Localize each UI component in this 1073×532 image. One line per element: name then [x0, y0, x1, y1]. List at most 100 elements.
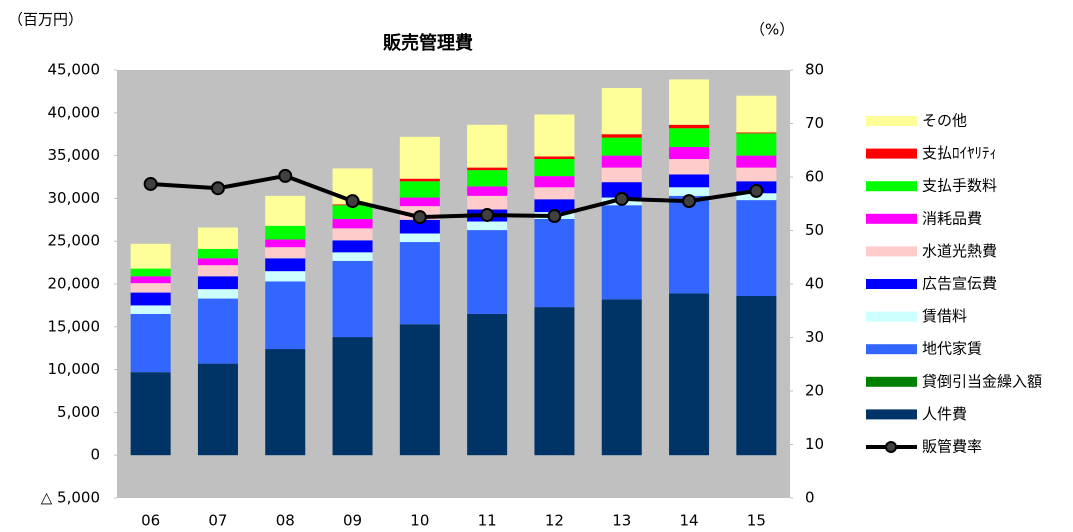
y-tick-label: 45,000 [48, 61, 101, 79]
bar-segment [265, 271, 306, 282]
bar-segment [265, 258, 306, 272]
line [150, 173, 757, 220]
bar-segment [130, 276, 171, 284]
legend-swatch [885, 441, 897, 453]
y2-tick-label: 80 [805, 61, 824, 79]
line-marker [412, 210, 427, 225]
bar-segment [332, 228, 373, 241]
bar-segment [197, 363, 238, 456]
x-tick-label: 08 [276, 512, 295, 530]
bar-segment [601, 299, 642, 456]
bar-segment [332, 260, 373, 338]
legend-swatch [866, 311, 917, 322]
bar-segment [534, 114, 575, 157]
bar-segment [601, 137, 642, 156]
x-tick-label: 09 [343, 512, 362, 530]
bar-segment [534, 176, 575, 188]
bar-segment [399, 219, 440, 234]
bar-segment [130, 243, 171, 269]
x-tick-label: 11 [478, 512, 497, 530]
legend-label: 地代家賃 [922, 340, 982, 358]
y2-tick-label: 0 [805, 489, 815, 507]
bar-segment [197, 258, 238, 266]
x-tick-label: 14 [680, 512, 699, 530]
bar-segment [130, 305, 171, 314]
y-axis-label: （百万円） [8, 11, 83, 29]
y-tick-label: 35,000 [48, 146, 101, 164]
bar-segment [130, 313, 171, 373]
bar-segment [669, 79, 710, 125]
bar-segment [332, 218, 373, 229]
legend-swatch [866, 279, 917, 289]
bar-segment [399, 324, 440, 456]
bar-segment [601, 182, 642, 198]
legend-swatch [866, 246, 917, 257]
bar-segment [736, 95, 777, 133]
y2-tick-label: 40 [805, 275, 824, 293]
bar-segment [197, 227, 238, 249]
bar-segment [736, 295, 777, 456]
bar-segment [736, 133, 777, 156]
bar-segment [534, 218, 575, 308]
y-tick-label: 5,000 [57, 403, 100, 421]
bar-segment [467, 186, 508, 196]
x-tick-label: 13 [612, 512, 631, 530]
legend-swatch [866, 181, 917, 192]
legend-label: 広告宣伝費 [922, 275, 997, 293]
y2-tick-label: 60 [805, 168, 824, 186]
y2-tick-label: 30 [805, 328, 824, 346]
y2-tick-label: 50 [805, 221, 824, 239]
bar-segment [197, 289, 238, 299]
y-tick-label: 25,000 [48, 232, 101, 250]
bar-segment [265, 281, 306, 350]
bar-segment [265, 225, 306, 240]
bar-segment [197, 265, 238, 277]
bar-segment [197, 276, 238, 290]
line-marker [547, 209, 562, 224]
legend-label: 人件費 [922, 405, 967, 423]
y-tick-label: 40,000 [48, 103, 101, 121]
bar-segment [130, 283, 171, 293]
line-marker [210, 181, 225, 196]
bar-segment [399, 181, 440, 198]
bar-segment [534, 199, 575, 213]
bar-segment [669, 124, 710, 129]
bar-segment [467, 170, 508, 187]
bar-segment [534, 159, 575, 177]
bar-segment [669, 174, 710, 188]
x-tick-label: 07 [208, 512, 227, 530]
legend-swatch [866, 116, 917, 126]
bar-segment [130, 268, 171, 277]
legend-swatch [866, 148, 917, 159]
bar-segment [601, 87, 642, 135]
bar-segment [601, 134, 642, 138]
bar-segment [601, 155, 642, 168]
bar-segment [534, 307, 575, 456]
bar-segment [669, 293, 710, 456]
y2-tick-label: 70 [805, 114, 824, 132]
bar-segment [736, 132, 777, 134]
bar-segment [332, 252, 373, 261]
line-marker [143, 176, 158, 191]
legend-swatch [866, 409, 917, 420]
line-marker [345, 194, 360, 209]
bar-segment [399, 242, 440, 325]
legend-label: その他 [922, 112, 967, 130]
y-tick-label: 0 [90, 446, 100, 464]
bar-segment [399, 233, 440, 243]
bar-segment [669, 147, 710, 160]
bar-segment [332, 240, 373, 253]
bar-segment [534, 156, 575, 160]
y-tick-label: △ 5,000 [41, 489, 100, 507]
line-marker [682, 194, 697, 209]
bar-segment [601, 167, 642, 183]
bar-segment [265, 195, 306, 226]
bar-segment [332, 337, 373, 456]
x-tick-label: 06 [141, 512, 160, 530]
y-tick-label: 30,000 [48, 189, 101, 207]
legend-swatch [866, 213, 917, 224]
legend-swatch [866, 344, 917, 355]
bar-segment [130, 292, 171, 306]
bar-segment [197, 248, 238, 259]
